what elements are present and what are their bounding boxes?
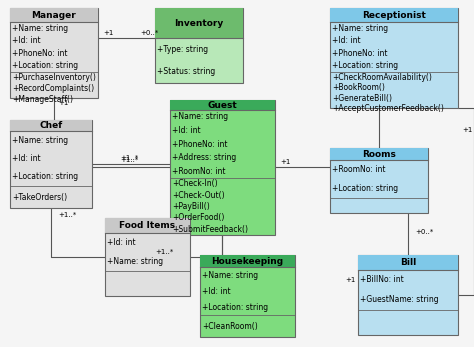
Text: +RoomNo: int: +RoomNo: int [173, 167, 226, 176]
FancyBboxPatch shape [155, 8, 243, 83]
Text: +1..*: +1..* [155, 249, 173, 255]
Text: +PhoneNo: int: +PhoneNo: int [173, 139, 228, 149]
FancyBboxPatch shape [200, 255, 295, 267]
FancyBboxPatch shape [10, 8, 98, 98]
Text: Rooms: Rooms [362, 150, 396, 159]
Text: +1: +1 [345, 277, 356, 283]
Text: +Location: string: +Location: string [202, 303, 269, 312]
Text: +Id: int: +Id: int [12, 154, 41, 163]
FancyBboxPatch shape [170, 100, 275, 110]
Text: +BillNo: int: +BillNo: int [361, 276, 404, 285]
Text: +Id: int: +Id: int [332, 36, 361, 45]
Text: +1: +1 [462, 127, 473, 133]
Text: +Status: string: +Status: string [157, 67, 216, 76]
Text: +0..*: +0..* [140, 30, 158, 36]
Text: Manager: Manager [32, 10, 76, 19]
Text: +BookRoom(): +BookRoom() [332, 83, 385, 92]
Text: +1: +1 [103, 30, 113, 36]
Text: +1: +1 [58, 100, 68, 106]
Text: +Check-In(): +Check-In() [173, 179, 218, 188]
Text: +Type: string: +Type: string [157, 45, 209, 54]
Text: +PhoneNo: int: +PhoneNo: int [12, 49, 68, 58]
FancyBboxPatch shape [358, 255, 458, 270]
FancyBboxPatch shape [330, 148, 428, 160]
Text: +Name: string: +Name: string [12, 24, 69, 33]
Text: Receptionist: Receptionist [362, 10, 426, 19]
Text: +Name: string: +Name: string [108, 257, 164, 266]
FancyBboxPatch shape [10, 120, 92, 131]
Text: +RoomNo: int: +RoomNo: int [332, 165, 386, 174]
FancyBboxPatch shape [330, 8, 458, 108]
Text: +Id: int: +Id: int [202, 287, 231, 296]
Text: +Id: int: +Id: int [173, 126, 201, 135]
FancyBboxPatch shape [330, 8, 458, 22]
Text: +Check-Out(): +Check-Out() [173, 191, 225, 200]
Text: +0..*: +0..* [415, 229, 433, 235]
FancyBboxPatch shape [105, 218, 190, 233]
Text: +Location: string: +Location: string [12, 172, 79, 181]
FancyBboxPatch shape [200, 255, 295, 337]
Text: +GenerateBill(): +GenerateBill() [332, 94, 392, 103]
Text: +1: +1 [280, 159, 291, 165]
Text: Housekeeping: Housekeeping [211, 256, 283, 265]
FancyBboxPatch shape [105, 218, 190, 296]
Text: +GuestName: string: +GuestName: string [361, 296, 439, 305]
Text: +RecordComplaints(): +RecordComplaints() [12, 84, 95, 93]
Text: +1..*: +1..* [58, 212, 76, 218]
Text: +1..*: +1..* [120, 155, 138, 161]
Text: +CleanRoom(): +CleanRoom() [202, 322, 258, 330]
Text: +SubmitFeedback(): +SubmitFeedback() [173, 225, 248, 234]
Text: +PayBill(): +PayBill() [173, 202, 210, 211]
Text: Chef: Chef [39, 121, 63, 130]
Text: +Location: string: +Location: string [332, 61, 399, 70]
Text: Bill: Bill [400, 258, 416, 267]
Text: +AcceptCustomerFeedback(): +AcceptCustomerFeedback() [332, 104, 444, 113]
Text: +PhoneNo: int: +PhoneNo: int [332, 49, 388, 58]
FancyBboxPatch shape [358, 255, 458, 335]
Text: +Name: string: +Name: string [332, 24, 389, 33]
Text: +OrderFood(): +OrderFood() [173, 213, 225, 222]
Text: +Name: string: +Name: string [12, 136, 69, 145]
Text: +Name: string: +Name: string [202, 271, 259, 279]
FancyBboxPatch shape [10, 120, 92, 208]
Text: Food Items: Food Items [119, 221, 175, 230]
FancyBboxPatch shape [170, 100, 275, 235]
Text: +Location: string: +Location: string [12, 61, 79, 70]
Text: +TakeOrders(): +TakeOrders() [12, 193, 68, 202]
Text: +CheckRoomAvailability(): +CheckRoomAvailability() [332, 73, 432, 82]
Text: +Id: int: +Id: int [12, 36, 41, 45]
FancyBboxPatch shape [330, 148, 428, 213]
Text: +Name: string: +Name: string [173, 112, 228, 121]
FancyBboxPatch shape [10, 8, 98, 22]
Text: +1..*: +1..* [120, 157, 138, 163]
Text: Guest: Guest [208, 101, 237, 110]
Text: +Address: string: +Address: string [173, 153, 237, 162]
Text: +PurchaseInventory(): +PurchaseInventory() [12, 73, 96, 82]
Text: +ManageStaff(): +ManageStaff() [12, 95, 73, 104]
FancyBboxPatch shape [155, 8, 243, 38]
Text: +Id: int: +Id: int [108, 238, 136, 247]
Text: Inventory: Inventory [174, 18, 224, 27]
Text: +Location: string: +Location: string [332, 184, 399, 193]
